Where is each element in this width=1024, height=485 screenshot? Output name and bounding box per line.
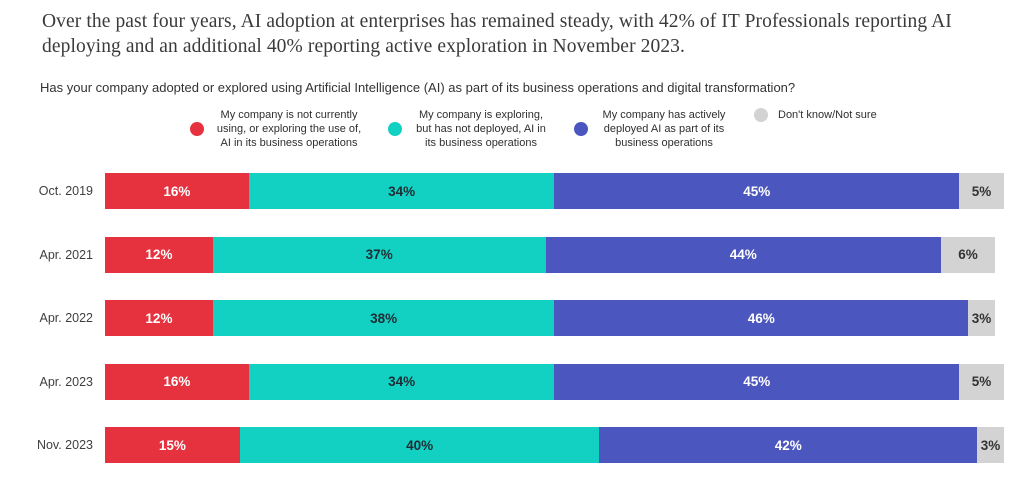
bar-segment: 6% (941, 236, 995, 273)
legend-item: My company is not currently using, or ex… (190, 108, 364, 150)
bar-track: 16% 34% 45% 5% (105, 173, 1004, 209)
legend-dot-icon (574, 122, 588, 136)
legend-dot-icon (388, 122, 402, 136)
category-label: Oct. 2019 (38, 184, 93, 198)
legend-label: Don't know/Not sure (778, 109, 877, 121)
bar-segment: 44% (545, 236, 942, 273)
category-label: Apr. 2023 (39, 374, 93, 389)
bar-segment: 42% (599, 427, 978, 463)
bar-row: Nov. 2023 15% 40% 42% 3% (0, 427, 1024, 463)
bar-segment: 40% (239, 427, 600, 463)
bar-track: 15% 40% 42% 3% (105, 427, 1004, 463)
legend-label: My company has actively deployed AI as p… (602, 109, 726, 149)
bar-row: Apr. 2021 12% 37% 44% 6% (0, 236, 1024, 273)
bar-segment: 3% (977, 427, 1004, 463)
page-title-line-2: deploying and an additional 40% reportin… (42, 36, 686, 57)
bar-segment: 34% (248, 363, 555, 400)
bar-segment: 5% (959, 173, 1004, 209)
bar-segment: 3% (968, 300, 995, 336)
chart-legend: My company is not currently using, or ex… (190, 108, 1024, 150)
bar-segment: 5% (959, 363, 1004, 400)
page-title-line-1: Over the past four years, AI adoption at… (42, 11, 952, 32)
bar-track: 16% 34% 45% 5% (105, 363, 1004, 400)
legend-dot-icon (190, 122, 204, 136)
page-title: Over the past four years, AI adoption at… (42, 9, 1004, 59)
category-label: Nov. 2023 (36, 438, 93, 452)
survey-question: Has your company adopted or explored usi… (40, 80, 796, 95)
bar-row: Apr. 2022 12% 38% 46% 3% (0, 300, 1024, 336)
legend-item: Don't know/Not sure (754, 108, 877, 122)
legend-label: My company is exploring, but has not dep… (416, 109, 546, 149)
bar-track: 12% 37% 44% 6% (105, 236, 1004, 273)
bar-segment: 12% (105, 236, 213, 273)
bar-segment: 37% (212, 236, 546, 273)
bar-segment: 34% (248, 173, 555, 209)
bar-row: Apr. 2023 16% 34% 45% 5% (0, 363, 1024, 400)
category-label: Apr. 2022 (39, 311, 93, 325)
bar-segment: 15% (105, 427, 240, 463)
category-label: Apr. 2021 (39, 247, 93, 262)
bar-segment: 45% (554, 173, 960, 209)
bar-segment: 46% (554, 300, 969, 336)
bar-track: 12% 38% 46% 3% (105, 300, 1004, 336)
bar-segment: 16% (105, 173, 249, 209)
legend-label: My company is not currently using, or ex… (216, 109, 362, 149)
legend-item: My company is exploring, but has not dep… (388, 108, 550, 150)
ai-adoption-report: Over the past four years, AI adoption at… (0, 9, 1024, 485)
bar-segment: 12% (105, 300, 213, 336)
stacked-bar-chart: Oct. 2019 16% 34% 45% 5% Apr. 2021 12% 37% 44% 6%… (0, 173, 1024, 463)
bar-segment: 45% (554, 363, 960, 400)
bar-segment: 16% (105, 363, 249, 400)
bar-row: Oct. 2019 16% 34% 45% 5% (0, 173, 1024, 209)
legend-dot-icon (754, 108, 768, 122)
legend-item: My company has actively deployed AI as p… (574, 108, 730, 150)
bar-segment: 38% (212, 300, 555, 336)
